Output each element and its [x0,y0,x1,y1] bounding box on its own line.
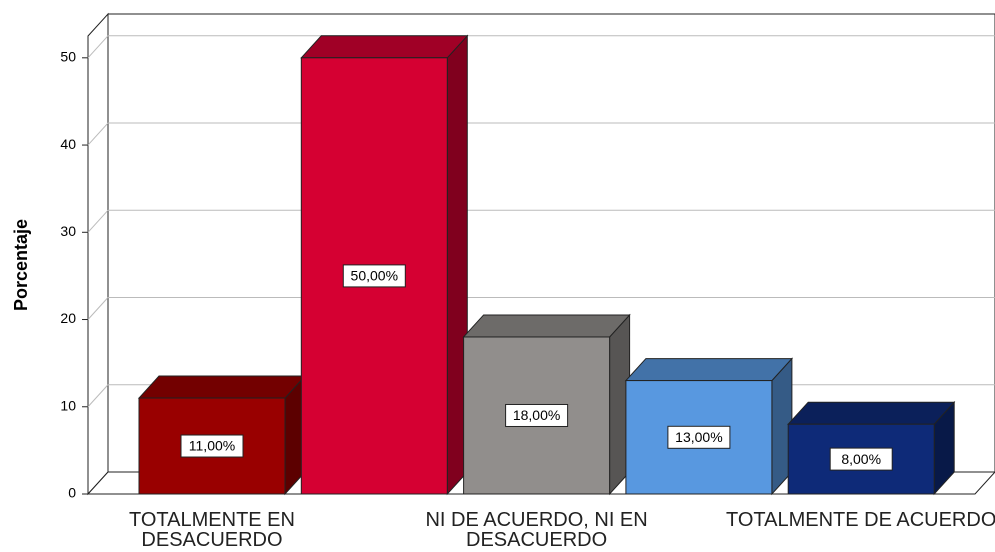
x-tick-label: TOTALMENTE EN DESACUERDO [129,509,295,551]
bar-top [624,358,794,382]
bar-top [137,375,307,399]
x-tick-label: TOTALMENTE DE ACUERDO [725,509,995,531]
value-label: 11,00% [189,438,235,454]
y-tick-label: 50 [60,49,76,65]
side-wall [87,12,109,496]
value-label-box [342,264,406,288]
bar-top [300,35,469,59]
y-tick-label: 30 [60,223,76,239]
x-tick-label: NI DE ACUERDO, NI EN DESACUERDO [425,509,648,551]
grid-line [87,384,109,408]
value-label-box [505,403,569,427]
y-axis-label: Porcentaje [11,219,31,311]
y-tick-label: 0 [68,485,76,501]
value-label-box [667,425,731,449]
value-label-box [829,447,893,471]
grid-line [87,209,109,233]
value-label: 13,00% [675,429,722,445]
value-label-box [180,434,244,458]
grid-line [87,35,109,59]
grid-line [87,297,109,320]
bar-top [787,401,956,425]
bar-top [462,314,631,338]
value-label: 50,00% [351,268,398,284]
grid-line [87,122,109,146]
value-label: 18,00% [513,407,560,423]
y-tick-label: 10 [60,397,76,413]
y-tick-label: 40 [60,136,76,152]
y-tick-label: 20 [60,310,76,326]
value-label: 8,00% [841,451,881,467]
